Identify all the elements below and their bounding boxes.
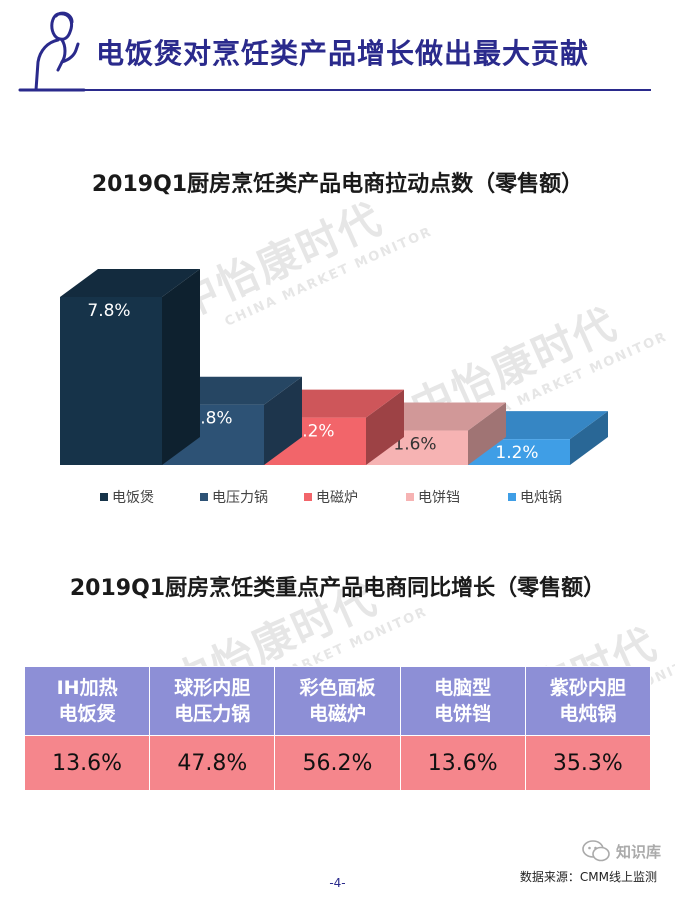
chart-bar: 7.8% [60,269,200,465]
header-line-2: 电炖锅 [559,703,617,725]
legend-item: 电磁炉 [304,490,358,506]
data-label: 2.2% [291,422,334,442]
legend-label: 电饼铛 [418,490,460,506]
legend-item: 电饼铛 [406,490,460,506]
growth-table: IH加热 电饭煲 球形内胆 电压力锅 彩色面板 电磁炉 电脑型 电饼铛 紫砂内胆… [23,666,652,791]
bar-side [264,376,302,465]
bar-side [366,389,404,465]
table-cell: 35.3% [524,735,652,791]
thinking-person-icon [18,11,86,92]
header-line-2: 电饭煲 [58,703,116,725]
table-header-cell: 电脑型 电饼铛 [399,666,526,736]
table-cell: 13.6% [23,735,151,791]
legend-swatch [406,493,414,501]
legend-swatch [508,493,516,501]
data-label: 1.6% [393,435,436,455]
wechat-icon [582,840,610,862]
data-label: 7.8% [87,301,130,321]
header-line-1: 紫砂内胆 [549,677,626,699]
legend-item: 电压力锅 [200,490,268,506]
header-divider [24,89,651,91]
data-label: 2.8% [189,409,232,429]
page-title: 电饭煲对烹饪类产品增长做出最大贡献 [96,37,590,70]
page-number: -4- [329,876,346,890]
table-row: 13.6% 47.8% 56.2% 13.6% 35.3% [23,735,652,791]
bar-side [162,269,200,465]
table-header-cell: IH加热 电饭煲 [23,666,151,736]
table-cell: 56.2% [274,735,401,791]
table-header-cell: 紫砂内胆 电炖锅 [524,666,652,736]
brand-badge: 知识库 [582,840,661,862]
bar-side [468,402,506,465]
bar-top [60,269,200,297]
table-cell: 13.6% [399,735,526,791]
header-line-1: 电脑型 [434,677,492,699]
bar-front [60,297,162,465]
header-line-1: IH加热 [56,677,118,699]
legend-swatch [304,493,312,501]
table-header-cell: 球形内胆 电压力锅 [149,666,276,736]
header-line-2: 电压力锅 [174,703,251,725]
table-cell: 47.8% [149,735,276,791]
table-header-row: IH加热 电饭煲 球形内胆 电压力锅 彩色面板 电磁炉 电脑型 电饼铛 紫砂内胆… [23,666,652,736]
legend-swatch [100,493,108,501]
header-line-2: 电饼铛 [434,703,492,725]
legend-label: 电磁炉 [316,490,358,506]
data-label: 1.2% [495,443,538,463]
legend-swatch [200,493,208,501]
data-source: 数据来源：CMM线上监测 [519,870,657,884]
table-header-cell: 彩色面板 电磁炉 [274,666,401,736]
legend-label: 电压力锅 [212,490,268,506]
header-line-1: 彩色面板 [299,677,376,699]
legend-label: 电饭煲 [112,489,154,506]
chart-title: 2019Q1厨房烹饪类产品电商拉动点数（零售额） [91,172,584,197]
legend-item: 电炖锅 [508,490,562,506]
brand-name: 知识库 [615,842,661,861]
table-title: 2019Q1厨房烹饪类重点产品电商同比增长（零售额） [69,576,606,601]
legend-item: 电饭煲 [100,489,154,506]
header-line-2: 电磁炉 [308,703,366,725]
bar-chart: 1.2% 1.6% 2.2% 2.8% 7.8% 电饭煲 电压力锅 电磁炉 电饼铛 电炖锅 [60,269,608,506]
legend-label: 电炖锅 [520,490,562,506]
bar-side [570,411,608,465]
header-line-1: 球形内胆 [174,677,251,699]
